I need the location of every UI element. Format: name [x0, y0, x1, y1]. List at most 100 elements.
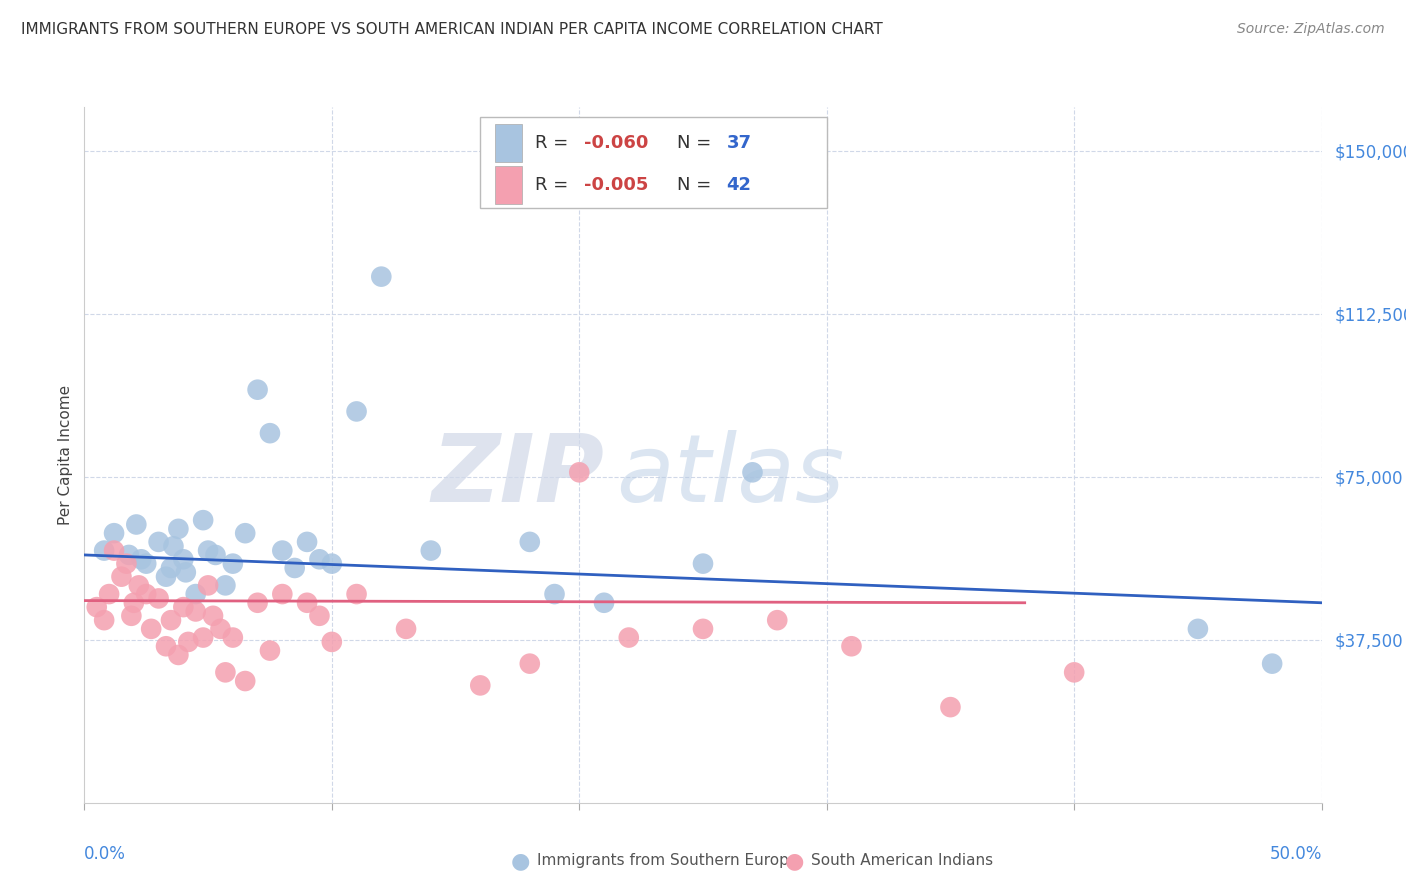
Point [128, 578, 150, 592]
FancyBboxPatch shape [495, 124, 523, 162]
Point [692, 557, 714, 571]
Point [197, 543, 219, 558]
Text: -0.005: -0.005 [585, 177, 648, 194]
Text: N =: N = [678, 134, 717, 152]
Point [103, 543, 125, 558]
Point [222, 631, 245, 645]
Point [214, 665, 236, 680]
Text: R =: R = [534, 177, 574, 194]
Text: R =: R = [534, 134, 574, 152]
Point [204, 548, 226, 562]
Point [160, 561, 183, 575]
Point [308, 608, 330, 623]
Text: ZIP: ZIP [432, 430, 605, 522]
Point [202, 608, 225, 623]
Point [148, 535, 170, 549]
Point [295, 596, 318, 610]
Text: N =: N = [678, 177, 717, 194]
Text: 50.0%: 50.0% [1270, 845, 1322, 863]
Point [115, 557, 138, 571]
Point [162, 539, 184, 553]
Point [939, 700, 962, 714]
Point [741, 466, 763, 480]
Text: Source: ZipAtlas.com: Source: ZipAtlas.com [1237, 22, 1385, 37]
Point [593, 596, 616, 610]
Point [120, 608, 142, 623]
Point [86, 600, 108, 615]
Point [766, 613, 789, 627]
Text: IMMIGRANTS FROM SOUTHERN EUROPE VS SOUTH AMERICAN INDIAN PER CAPITA INCOME CORRE: IMMIGRANTS FROM SOUTHERN EUROPE VS SOUTH… [21, 22, 883, 37]
Text: 0.0%: 0.0% [84, 845, 127, 863]
Point [519, 657, 541, 671]
Point [419, 543, 441, 558]
Point [214, 578, 236, 592]
Point [118, 548, 141, 562]
Point [295, 535, 318, 549]
Point [617, 631, 640, 645]
Point [1261, 657, 1284, 671]
Text: -0.060: -0.060 [585, 134, 648, 152]
FancyBboxPatch shape [481, 118, 827, 208]
Point [395, 622, 418, 636]
Point [184, 587, 207, 601]
Point [284, 561, 307, 575]
Point [135, 587, 157, 601]
Point [271, 543, 294, 558]
Point [271, 587, 294, 601]
Point [98, 587, 121, 601]
Point [233, 674, 256, 689]
Point [259, 643, 281, 657]
Point [177, 635, 200, 649]
Point [370, 269, 392, 284]
FancyBboxPatch shape [495, 166, 523, 204]
Point [172, 552, 194, 566]
Point [135, 557, 157, 571]
Point [141, 622, 163, 636]
Point [1187, 622, 1209, 636]
Point [174, 566, 197, 580]
Point [191, 513, 214, 527]
Point [93, 613, 115, 627]
Point [308, 552, 330, 566]
Point [259, 426, 281, 441]
Point [321, 557, 343, 571]
Point [125, 517, 148, 532]
Point [321, 635, 343, 649]
Point [103, 526, 125, 541]
Point [197, 578, 219, 592]
Point [346, 404, 368, 418]
Text: ●: ● [785, 851, 804, 871]
Point [346, 587, 368, 601]
Point [172, 600, 194, 615]
Point [184, 605, 207, 619]
Point [191, 631, 214, 645]
Point [122, 596, 145, 610]
Point [233, 526, 256, 541]
Point [841, 639, 863, 653]
Point [148, 591, 170, 606]
Text: 42: 42 [727, 177, 752, 194]
Point [209, 622, 232, 636]
Text: ●: ● [510, 851, 530, 871]
Point [519, 535, 541, 549]
Text: 37: 37 [727, 134, 752, 152]
Point [160, 613, 183, 627]
Point [155, 570, 177, 584]
Point [129, 552, 152, 566]
Point [543, 587, 565, 601]
Point [692, 622, 714, 636]
Point [568, 466, 591, 480]
Text: atlas: atlas [616, 430, 845, 521]
Point [246, 596, 269, 610]
Point [246, 383, 269, 397]
Point [470, 678, 492, 692]
Point [167, 522, 190, 536]
Point [93, 543, 115, 558]
Text: South American Indians: South American Indians [811, 854, 994, 868]
Point [110, 570, 132, 584]
Text: Immigrants from Southern Europe: Immigrants from Southern Europe [537, 854, 799, 868]
Point [155, 639, 177, 653]
Point [1063, 665, 1085, 680]
Point [167, 648, 190, 662]
Y-axis label: Per Capita Income: Per Capita Income [58, 384, 73, 525]
